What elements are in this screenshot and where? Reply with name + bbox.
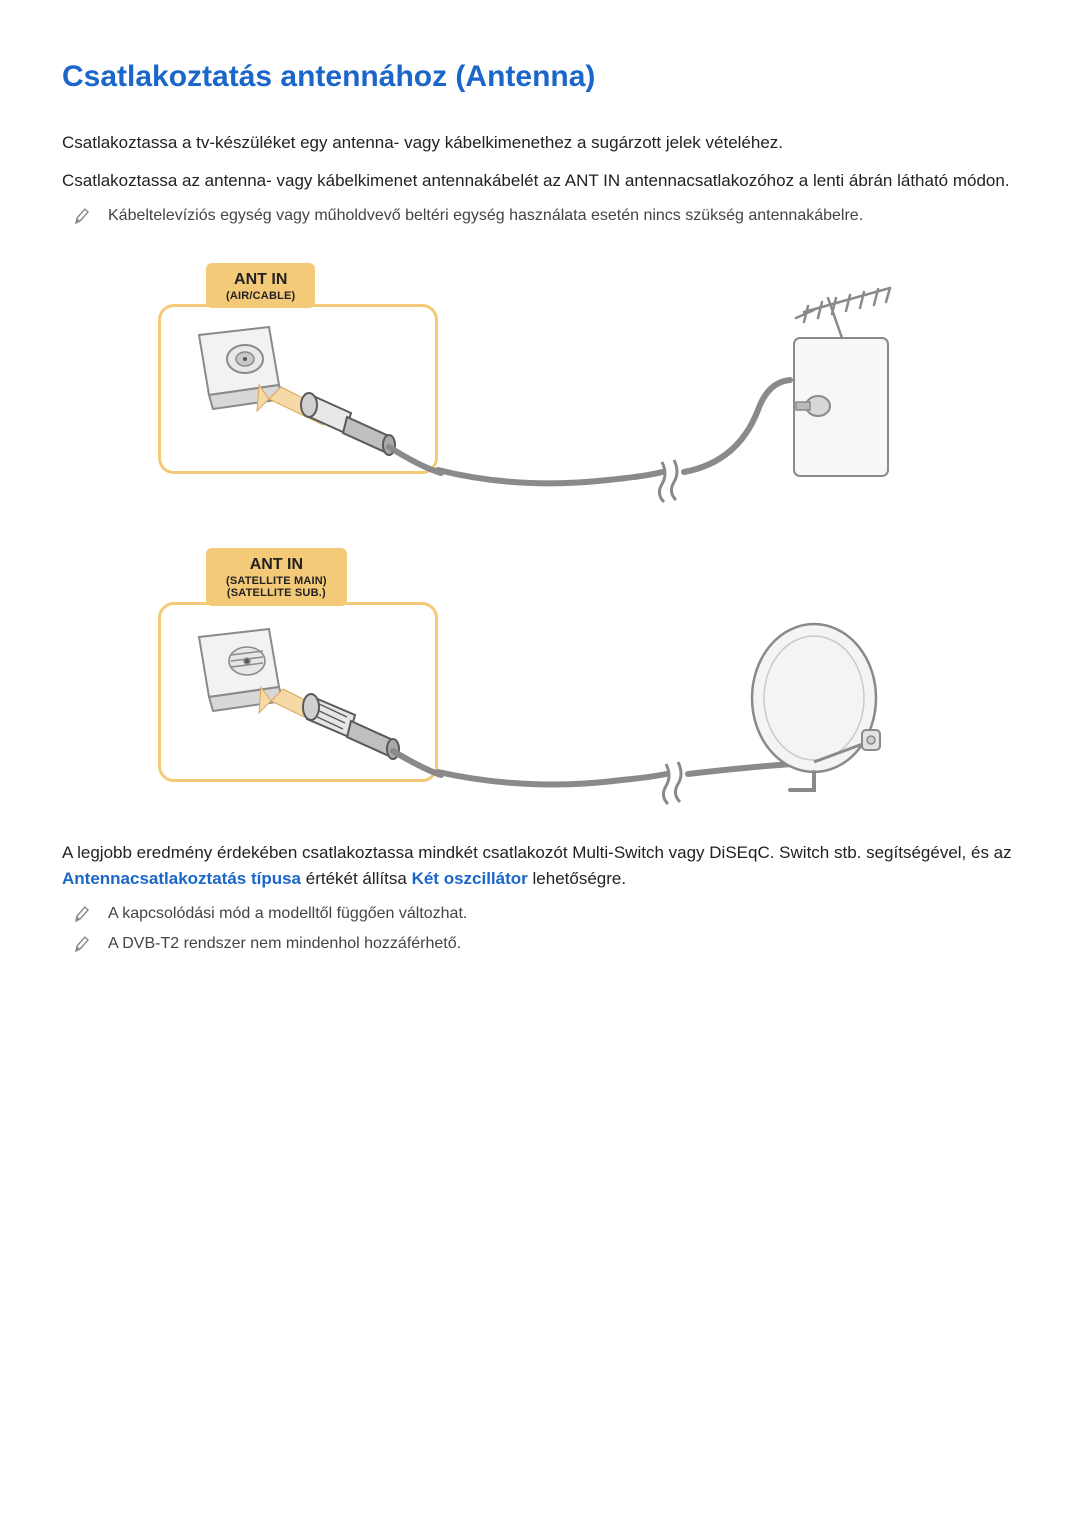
label-sub: (AIR/CABLE) bbox=[226, 290, 295, 303]
label-satellite: ANT IN (SATELLITE MAIN) (SATELLITE SUB.) bbox=[206, 548, 347, 606]
paragraph-1: Csatlakoztassa a tv-készüléket egy anten… bbox=[62, 130, 1018, 156]
para3-highlight-1: Antennacsatlakoztatás típusa bbox=[62, 869, 301, 888]
label-sub-2a: (SATELLITE MAIN) bbox=[226, 575, 327, 588]
label-sub-2b: (SATELLITE SUB.) bbox=[226, 587, 327, 600]
para3-mid: értékét állítsa bbox=[301, 869, 412, 888]
para3-highlight-2: Két oszcillátor bbox=[412, 869, 528, 888]
page-title: Csatlakoztatás antennához (Antenna) bbox=[62, 60, 1018, 94]
note-row-3: A DVB-T2 rendszer nem mindenhol hozzáfér… bbox=[74, 933, 1018, 955]
label-air-cable: ANT IN (AIR/CABLE) bbox=[206, 263, 315, 308]
antenna-side-1 bbox=[438, 304, 898, 514]
paragraph-2: Csatlakoztassa az antenna- vagy kábelkim… bbox=[62, 168, 1018, 194]
note-text-2: A kapcsolódási mód a modelltől függően v… bbox=[108, 903, 467, 925]
satellite-side bbox=[438, 602, 898, 812]
paragraph-3: A legjobb eredmény érdekében csatlakozta… bbox=[62, 840, 1018, 891]
para3-post: lehetőségre. bbox=[528, 869, 626, 888]
label-title: ANT IN bbox=[226, 271, 295, 289]
label-title-2: ANT IN bbox=[226, 556, 327, 574]
pencil-icon bbox=[74, 905, 90, 923]
diagram-air-cable: ANT IN (AIR/CABLE) bbox=[158, 263, 898, 812]
note-row-2: A kapcsolódási mód a modelltől függően v… bbox=[74, 903, 1018, 925]
note-text-1: Kábeltelevíziós egység vagy műholdvevő b… bbox=[108, 205, 863, 227]
para3-pre: A legjobb eredmény érdekében csatlakozta… bbox=[62, 843, 1012, 862]
connector-panel-2 bbox=[158, 602, 438, 782]
note-text-3: A DVB-T2 rendszer nem mindenhol hozzáfér… bbox=[108, 933, 461, 955]
note-row-1: Kábeltelevíziós egység vagy műholdvevő b… bbox=[74, 205, 1018, 227]
pencil-icon bbox=[74, 207, 90, 225]
pencil-icon bbox=[74, 935, 90, 953]
connector-panel-1 bbox=[158, 304, 438, 474]
